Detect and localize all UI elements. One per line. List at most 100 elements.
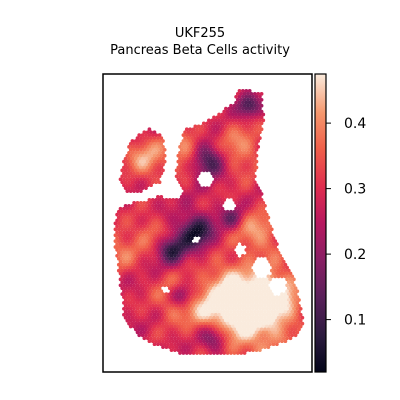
tissue-spot bbox=[178, 315, 182, 320]
tissue-spot bbox=[140, 333, 145, 338]
tissue-spot bbox=[269, 251, 274, 255]
tissue-spot bbox=[193, 248, 198, 252]
tissue-spot bbox=[154, 251, 159, 255]
tissue-spot bbox=[227, 277, 232, 282]
tissue-spot bbox=[237, 159, 242, 164]
tissue-spot bbox=[183, 289, 187, 294]
tissue-spot bbox=[193, 147, 198, 152]
tissue-spot bbox=[133, 251, 138, 255]
tissue-spot bbox=[191, 227, 196, 232]
tissue-spot bbox=[137, 309, 142, 314]
tissue-spot bbox=[186, 259, 191, 264]
tissue-spot bbox=[263, 315, 267, 320]
tissue-spot bbox=[288, 306, 293, 311]
tissue-spot bbox=[268, 242, 272, 246]
tissue-spot bbox=[275, 253, 279, 258]
tissue-spot bbox=[222, 233, 227, 238]
tissue-spot bbox=[169, 306, 174, 311]
tissue-spot bbox=[215, 156, 220, 161]
tissue-spot bbox=[149, 248, 153, 252]
tissue-spot bbox=[181, 292, 186, 296]
tissue-spot bbox=[203, 230, 208, 235]
tissue-spot bbox=[171, 203, 176, 208]
tissue-spot bbox=[198, 203, 203, 208]
tissue-spot bbox=[127, 251, 131, 255]
tissue-spot bbox=[241, 301, 245, 305]
tissue-spot bbox=[254, 206, 259, 211]
tissue-spot bbox=[201, 339, 206, 344]
tissue-spot bbox=[156, 342, 160, 347]
tissue-spot bbox=[252, 339, 257, 344]
tissue-spot bbox=[140, 245, 145, 249]
tissue-spot bbox=[235, 97, 240, 102]
tissue-spot bbox=[139, 265, 143, 270]
tissue-spot bbox=[171, 292, 176, 296]
tissue-spot bbox=[207, 230, 211, 235]
tissue-spot bbox=[263, 227, 267, 232]
tissue-spot bbox=[132, 153, 136, 158]
tissue-spot bbox=[227, 177, 232, 182]
tissue-spot bbox=[135, 312, 140, 317]
tissue-spot bbox=[200, 312, 204, 317]
tissue-spot bbox=[261, 112, 266, 117]
tissue-spots-layer bbox=[113, 89, 305, 355]
tissue-spot bbox=[269, 298, 274, 302]
tissue-spot bbox=[161, 321, 165, 326]
tissue-spot bbox=[157, 262, 162, 267]
tissue-spot bbox=[207, 136, 211, 140]
tissue-spot bbox=[201, 198, 206, 202]
tissue-spot bbox=[166, 224, 170, 229]
tissue-spot bbox=[241, 118, 245, 123]
tissue-spot bbox=[195, 133, 199, 137]
tissue-spot bbox=[147, 256, 152, 261]
tissue-spot bbox=[273, 251, 278, 255]
tissue-spot bbox=[181, 227, 186, 232]
tissue-spot bbox=[280, 339, 284, 344]
tissue-spot bbox=[145, 147, 150, 152]
tissue-spot bbox=[150, 145, 155, 149]
tissue-spot bbox=[246, 221, 250, 226]
tissue-spot bbox=[208, 262, 213, 267]
tissue-spot bbox=[166, 218, 170, 223]
tissue-spot bbox=[244, 94, 249, 99]
tissue-spot bbox=[239, 292, 244, 296]
tissue-spot bbox=[278, 253, 283, 258]
tissue-spot bbox=[137, 156, 142, 161]
tissue-spot bbox=[251, 224, 255, 229]
tissue-spot bbox=[224, 283, 228, 288]
tissue-spot bbox=[125, 301, 130, 305]
tissue-spot bbox=[273, 309, 278, 314]
tissue-spot bbox=[239, 97, 244, 102]
tissue-spot bbox=[140, 180, 145, 185]
tissue-spot bbox=[137, 327, 142, 332]
tissue-spot bbox=[244, 265, 249, 270]
tissue-spot bbox=[150, 239, 155, 243]
tissue-spot bbox=[269, 327, 274, 332]
tissue-spot bbox=[133, 209, 138, 214]
tissue-spot bbox=[156, 165, 160, 170]
tissue-spot bbox=[232, 162, 237, 167]
tissue-spot bbox=[292, 301, 296, 305]
tissue-spot bbox=[181, 245, 186, 249]
tissue-spot bbox=[218, 192, 223, 196]
tissue-spot bbox=[130, 221, 135, 226]
tissue-spot bbox=[275, 295, 279, 299]
tissue-spot bbox=[212, 150, 216, 155]
tissue-spot bbox=[227, 248, 232, 252]
tissue-spot bbox=[154, 209, 159, 214]
tissue-spot bbox=[244, 200, 249, 205]
tissue-spot bbox=[218, 174, 223, 179]
tissue-spot bbox=[225, 221, 230, 226]
tissue-spot bbox=[120, 180, 125, 185]
tissue-spot bbox=[171, 239, 176, 243]
tissue-spot bbox=[217, 118, 221, 123]
tissue-spot bbox=[252, 115, 257, 120]
tissue-spot bbox=[196, 283, 201, 288]
tissue-spot bbox=[156, 171, 160, 176]
tissue-spot bbox=[186, 330, 191, 335]
tissue-spot bbox=[234, 206, 238, 211]
tissue-spot bbox=[220, 147, 225, 152]
tissue-spot bbox=[210, 147, 215, 152]
tissue-spot bbox=[225, 227, 230, 232]
tissue-spot bbox=[183, 206, 187, 211]
